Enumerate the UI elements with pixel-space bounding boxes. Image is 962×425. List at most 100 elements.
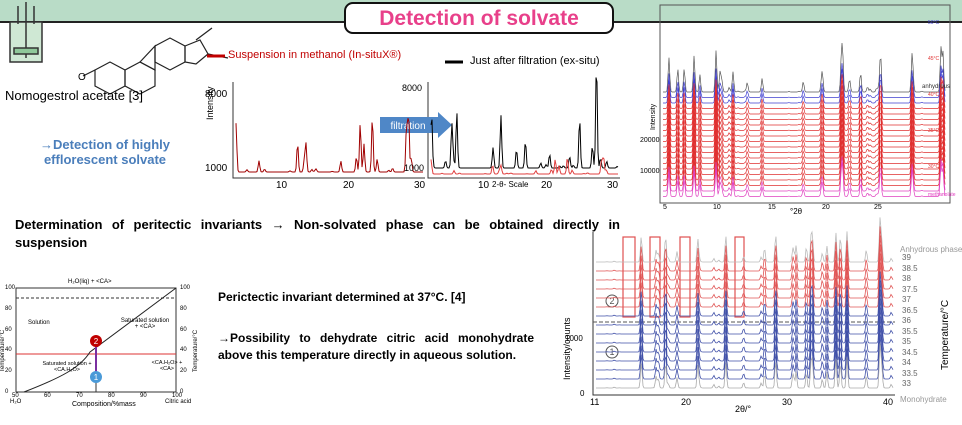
y-tick: 100 [5, 285, 16, 291]
x-tick: 20 [541, 180, 553, 191]
pattern-trace [663, 156, 946, 192]
marker-label: 2 [609, 296, 614, 306]
pattern-trace [663, 145, 946, 181]
series-label: 37.5 [902, 284, 918, 294]
series-label: Anhydrous phase [900, 245, 962, 254]
y2-tick: 0 [180, 389, 184, 395]
region-label: <CA.H₂O> + <CA> [151, 360, 183, 372]
point-label: 2 [94, 337, 99, 346]
x-label: 2θ/° [735, 404, 752, 414]
pattern-trace [663, 112, 946, 148]
y-tick: 0 [580, 389, 585, 398]
series-label: 30°C [928, 164, 940, 170]
pattern-trace [663, 140, 946, 175]
x-end: Citric acid [165, 399, 192, 405]
compound-name: Nomogestrol acetate [3] [5, 88, 144, 103]
series-label: 33 [902, 379, 911, 388]
y-tick: 40 [5, 347, 12, 354]
series-label: 36.5 [902, 305, 918, 315]
pattern-trace [596, 334, 894, 380]
pattern-trace [663, 101, 946, 137]
spacer [425, 36, 426, 37]
series-label: 40°C [928, 92, 940, 98]
x-tick: 100 [172, 393, 183, 399]
y-tick: 1000 [565, 334, 583, 343]
y-tick: 1000 [404, 163, 425, 173]
reactor-icon [9, 2, 43, 63]
pattern-trace [663, 129, 946, 164]
series-label: 36 [902, 316, 911, 325]
series-label: 34 [902, 358, 911, 367]
title: Detection of solvate [379, 7, 579, 30]
pattern-trace [663, 96, 946, 131]
series-label: methanolate [928, 192, 956, 198]
pattern-trace [663, 134, 946, 170]
pattern-trace [596, 235, 894, 281]
pattern-trace [596, 316, 894, 362]
pattern-trace [596, 226, 894, 272]
x-tick: 10 [276, 180, 288, 191]
x-tick: 40 [883, 397, 894, 407]
y-tick: 8000 [205, 89, 228, 100]
series-label: 50°C [928, 20, 940, 26]
pattern-trace [430, 157, 618, 175]
y2-tick: 100 [180, 285, 191, 291]
series-label: 39 [902, 253, 911, 262]
x-tick: 30 [782, 397, 793, 407]
arrow-label: filtration [390, 121, 425, 132]
x-tick: 60 [44, 393, 51, 399]
y2-tick: 60 [180, 326, 187, 333]
finding: →Detection of highly efflorescent solvat… [40, 137, 170, 167]
pattern-trace [663, 123, 946, 159]
title-box [344, 2, 614, 34]
x-tick: 10 [713, 204, 721, 211]
citric-axes [592, 232, 895, 396]
x-tick: 20 [681, 397, 692, 407]
pattern-trace [663, 42, 946, 93]
x-label: °2θ [790, 207, 803, 216]
pattern-trace [596, 253, 894, 299]
region-label: Saturated solution + <CA> [120, 318, 170, 330]
point-marker [90, 371, 102, 383]
pattern-trace [596, 280, 894, 326]
pattern-trace [663, 68, 946, 104]
pattern-trace [663, 118, 946, 153]
insitu-axes [232, 82, 620, 179]
series-label: 45°C [928, 56, 940, 62]
region-label: Solution [28, 320, 50, 326]
x-tick: 20 [822, 204, 830, 211]
x-tick: 30 [607, 180, 619, 191]
filtration-arrow [380, 112, 452, 138]
x-tick: 11 [590, 397, 600, 407]
y-label: Intensity/counts [562, 317, 572, 380]
x-tick: 10 [478, 180, 490, 191]
pattern-trace [235, 118, 423, 173]
x-tick: 70 [76, 393, 83, 399]
pattern-trace [663, 162, 946, 197]
pattern-trace [663, 85, 946, 120]
pattern-trace [596, 325, 894, 371]
y2-label: Temperature/°C [193, 329, 199, 372]
series-label: Monohydrate [900, 395, 947, 404]
x-tick: 20 [343, 180, 355, 191]
point-marker [90, 335, 102, 347]
pattern-trace [663, 74, 946, 109]
x-end: H₂O [10, 399, 22, 405]
pattern-trace [596, 289, 894, 335]
pattern-trace [663, 79, 946, 115]
series-label: 38 [902, 274, 911, 283]
pattern-trace [596, 217, 894, 263]
phase-axes [15, 287, 177, 393]
region-label: H₂O(liq) + <CA> [68, 279, 112, 285]
x-tick: 15 [768, 204, 776, 211]
y-tick: 20000 [640, 137, 660, 144]
x-label: Composition/%mass [72, 401, 136, 408]
pattern-trace [596, 307, 894, 353]
series-label: anhydrous [922, 84, 951, 90]
pattern-trace [596, 271, 894, 317]
x-label: 2-θ- Scale [492, 180, 529, 189]
y2-label: Temperature/°C [940, 299, 951, 370]
y-tick: 20 [5, 368, 12, 375]
y-tick: 1000 [205, 163, 228, 174]
molecule [82, 27, 229, 95]
